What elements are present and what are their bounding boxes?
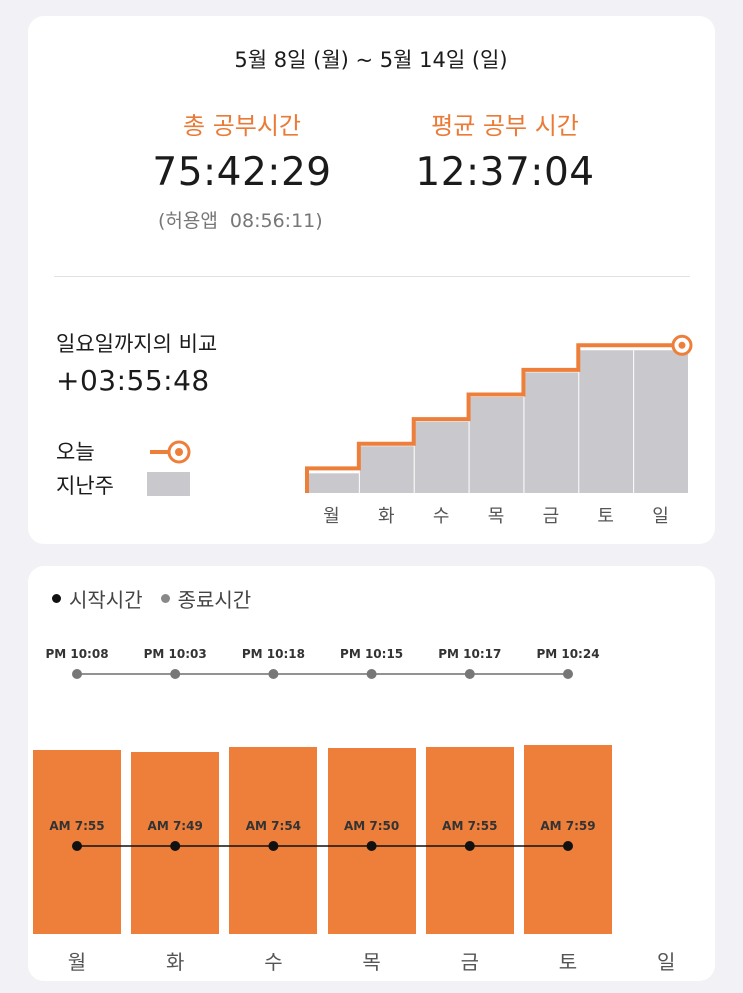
start-time-label: AM 7:55 xyxy=(49,819,105,833)
end-time-label: PM 10:24 xyxy=(536,647,600,661)
end-time-dot xyxy=(72,669,82,679)
divider xyxy=(54,276,690,277)
total-study-label: 총 공부시간 xyxy=(182,112,302,140)
study-span-bar xyxy=(229,746,318,934)
legend-last-week-swatch xyxy=(147,472,190,496)
legend-last-week-label: 지난주 xyxy=(56,474,114,498)
study-span-bar xyxy=(327,747,416,934)
end-time-label: PM 10:15 xyxy=(340,647,404,661)
end-time-label: PM 10:17 xyxy=(438,647,502,661)
allowed-apps-time: (허용앱 08:56:11) xyxy=(158,210,323,232)
start-time-label: AM 7:59 xyxy=(540,819,596,833)
comparison-day-label: 월 xyxy=(323,506,340,527)
time-chart-day-label: 목 xyxy=(362,950,381,974)
last-week-column-5 xyxy=(524,372,579,493)
comparison-day-label: 화 xyxy=(378,506,395,527)
start-time-dot xyxy=(268,841,279,851)
legend-today-label: 오늘 xyxy=(56,440,95,464)
end-time-legend-label: 종료시간 xyxy=(177,588,252,612)
study-span-bar xyxy=(425,747,514,934)
comparison-value: +03:55:48 xyxy=(56,364,210,397)
start-time-dot xyxy=(170,841,181,851)
comparison-day-label: 금 xyxy=(542,506,560,527)
last-week-column-7 xyxy=(634,350,688,493)
comparison-step-chart xyxy=(305,334,693,493)
start-time-dot xyxy=(366,841,377,851)
start-time-legend-label: 시작시간 xyxy=(69,588,143,612)
average-study-label: 평균 공부 시간 xyxy=(431,112,579,140)
start-time-legend-dot xyxy=(52,594,61,603)
time-chart-day-label: 토 xyxy=(558,950,578,974)
weekly-summary-card: 5월 8일 (월) ~ 5월 14일 (일) 총 공부시간 75:42:29 (… xyxy=(28,16,715,544)
legend-today-marker xyxy=(150,440,191,464)
last-week-column-2 xyxy=(359,446,414,493)
comparison-day-label: 일 xyxy=(652,506,669,527)
end-time-legend-dot xyxy=(160,594,170,603)
average-study-value: 12:37:04 xyxy=(415,150,595,195)
time-chart-day-label: 월 xyxy=(67,950,87,974)
end-time-dot xyxy=(464,669,475,679)
today-step-line xyxy=(305,343,688,493)
start-time-dot xyxy=(72,841,82,851)
start-time-label: AM 7:54 xyxy=(245,819,302,833)
comparison-day-label: 목 xyxy=(487,506,505,527)
times-legend: 시작시간 종료시간 xyxy=(52,584,251,613)
study-span-bar xyxy=(524,744,612,934)
time-chart-day-label: 일 xyxy=(656,950,676,974)
time-chart-day-label: 금 xyxy=(460,950,479,974)
start-time-label: AM 7:49 xyxy=(147,819,203,833)
time-chart-day-label: 수 xyxy=(264,950,283,974)
end-time-label: PM 10:18 xyxy=(241,647,305,661)
comparison-label: 일요일까지의 비교 xyxy=(56,332,218,356)
end-time-dot xyxy=(170,669,181,679)
start-time-dot xyxy=(563,841,573,851)
date-range: 5월 8일 (월) ~ 5월 14일 (일) xyxy=(234,48,508,72)
end-time-label: PM 10:08 xyxy=(45,647,109,661)
today-end-marker-center xyxy=(678,341,686,349)
start-end-time-card: 시작시간 종료시간 AM 7:55 PM 10:08 AM 7:49 PM 10:03… xyxy=(28,566,715,981)
time-chart-day-label: 화 xyxy=(165,950,185,974)
start-time-label: AM 7:50 xyxy=(343,819,400,833)
last-week-column-1 xyxy=(308,473,359,493)
comparison-day-label: 수 xyxy=(432,506,450,527)
end-time-label: PM 10:03 xyxy=(143,647,207,661)
end-time-dot xyxy=(563,669,573,679)
start-time-dot xyxy=(464,841,475,851)
last-week-column-3 xyxy=(414,421,469,493)
end-time-dot xyxy=(366,669,377,679)
start-time-label: AM 7:55 xyxy=(442,819,498,833)
total-study-value: 75:42:29 xyxy=(152,150,332,195)
comparison-day-label: 토 xyxy=(597,506,614,527)
end-time-dot xyxy=(268,669,279,679)
last-week-column-6 xyxy=(579,350,634,493)
last-week-column-4 xyxy=(469,397,524,493)
time-lines-overlay xyxy=(72,669,573,851)
